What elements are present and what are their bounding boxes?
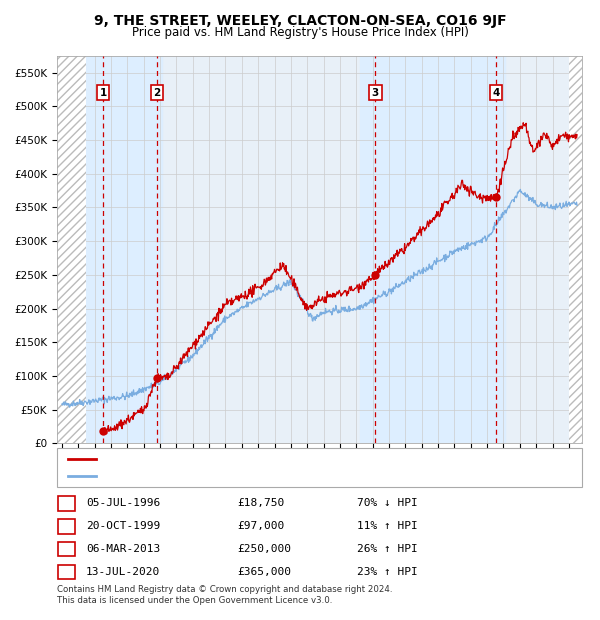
Text: 13-JUL-2020: 13-JUL-2020 — [86, 567, 160, 577]
Text: 1: 1 — [63, 498, 70, 508]
Text: 70% ↓ HPI: 70% ↓ HPI — [357, 498, 418, 508]
Text: 3: 3 — [63, 544, 70, 554]
Text: £250,000: £250,000 — [237, 544, 291, 554]
Text: £18,750: £18,750 — [237, 498, 284, 508]
Text: 3: 3 — [372, 87, 379, 97]
Text: Price paid vs. HM Land Registry's House Price Index (HPI): Price paid vs. HM Land Registry's House … — [131, 26, 469, 39]
Bar — [569, 56, 582, 443]
Text: 4: 4 — [492, 87, 499, 97]
Text: 06-MAR-2013: 06-MAR-2013 — [86, 544, 160, 554]
Text: 05-JUL-1996: 05-JUL-1996 — [86, 498, 160, 508]
Text: Contains HM Land Registry data © Crown copyright and database right 2024.
This d: Contains HM Land Registry data © Crown c… — [57, 585, 392, 604]
Text: 9, THE STREET, WEELEY, CLACTON-ON-SEA, CO16 9JF (detached house): 9, THE STREET, WEELEY, CLACTON-ON-SEA, C… — [102, 454, 476, 464]
Text: 4: 4 — [62, 567, 71, 577]
Text: 1: 1 — [100, 87, 107, 97]
Text: 2: 2 — [63, 521, 70, 531]
Text: HPI: Average price, detached house, Tendring: HPI: Average price, detached house, Tend… — [102, 471, 340, 481]
Text: £97,000: £97,000 — [237, 521, 284, 531]
Bar — [86, 56, 161, 443]
Text: 9, THE STREET, WEELEY, CLACTON-ON-SEA, CO16 9JF: 9, THE STREET, WEELEY, CLACTON-ON-SEA, C… — [94, 14, 506, 28]
Text: 2: 2 — [153, 87, 160, 97]
Bar — [359, 56, 505, 443]
Text: 26% ↑ HPI: 26% ↑ HPI — [357, 544, 418, 554]
Bar — [57, 56, 86, 443]
Text: £365,000: £365,000 — [237, 567, 291, 577]
Text: 11% ↑ HPI: 11% ↑ HPI — [357, 521, 418, 531]
Text: 23% ↑ HPI: 23% ↑ HPI — [357, 567, 418, 577]
Text: 20-OCT-1999: 20-OCT-1999 — [86, 521, 160, 531]
